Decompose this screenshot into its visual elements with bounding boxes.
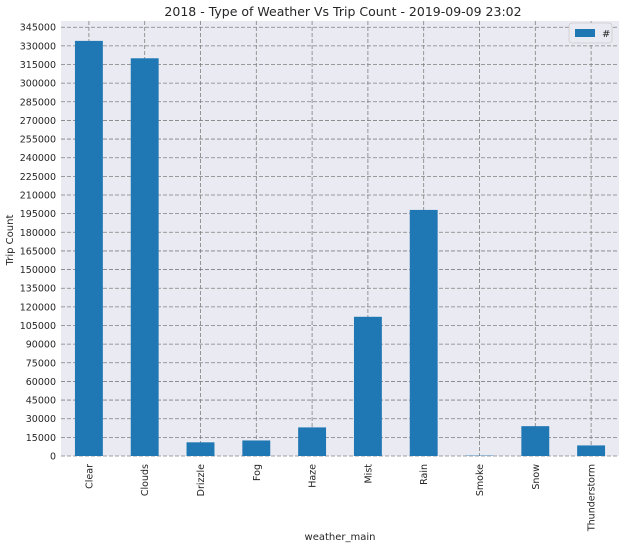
y-tick-label: 270000 xyxy=(20,116,56,127)
y-axis-label: Trip Count xyxy=(5,215,16,267)
y-tick-label: 330000 xyxy=(20,41,56,52)
y-tick-label: 15000 xyxy=(26,433,56,444)
x-tick-label: Mist xyxy=(363,464,374,484)
y-tick-label: 225000 xyxy=(20,172,56,183)
bar-clear xyxy=(75,41,103,456)
x-tick-label: Drizzle xyxy=(196,464,207,496)
bar-clouds xyxy=(131,58,159,456)
chart-title: 2018 - Type of Weather Vs Trip Count - 2… xyxy=(164,4,521,19)
legend-label: # xyxy=(602,29,610,40)
bar-rain xyxy=(410,210,438,456)
y-tick-label: 195000 xyxy=(20,209,56,220)
y-tick-label: 0 xyxy=(50,452,56,463)
x-tick-label: Snow xyxy=(531,464,542,490)
y-tick-label: 240000 xyxy=(20,153,56,164)
y-tick-label: 120000 xyxy=(20,302,56,313)
x-tick-label: Clouds xyxy=(140,464,151,496)
bar-thunderstorm xyxy=(577,445,605,456)
y-tick-label: 30000 xyxy=(26,414,56,425)
x-tick-label: Thunderstorm xyxy=(587,464,598,532)
x-tick-label: Smoke xyxy=(475,464,486,496)
legend-swatch xyxy=(575,29,595,37)
y-axis-ticks: 0 15000 30000 45000 60000 75000 90000 105000 120… xyxy=(20,23,56,463)
y-tick-label: 135000 xyxy=(20,284,56,295)
legend: # xyxy=(569,23,612,43)
x-tick-label: Rain xyxy=(419,464,430,485)
y-tick-label: 150000 xyxy=(20,265,56,276)
y-tick-label: 315000 xyxy=(20,60,56,71)
y-tick-label: 255000 xyxy=(20,135,56,146)
x-tick-label: Clear xyxy=(84,464,95,489)
x-tick-label: Fog xyxy=(252,464,263,481)
y-tick-label: 165000 xyxy=(20,246,56,257)
y-tick-label: 300000 xyxy=(20,79,56,90)
bar-drizzle xyxy=(187,442,215,456)
bar-snow xyxy=(521,426,549,456)
bar-mist xyxy=(354,317,382,456)
y-tick-label: 180000 xyxy=(20,228,56,239)
bar-fog xyxy=(242,440,270,456)
y-tick-label: 75000 xyxy=(26,358,56,369)
y-tick-label: 45000 xyxy=(26,396,56,407)
y-tick-label: 210000 xyxy=(20,191,56,202)
y-tick-label: 90000 xyxy=(26,340,56,351)
x-tick-label: Haze xyxy=(308,464,319,488)
x-axis-ticks: Clear Clouds Drizzle Fog Haze Mist Rain Smoke Sn… xyxy=(84,464,597,532)
y-tick-label: 345000 xyxy=(20,23,56,34)
y-tick-label: 105000 xyxy=(20,321,56,332)
x-axis-label: weather_main xyxy=(305,532,376,543)
y-tick-label: 60000 xyxy=(26,377,56,388)
bar-haze xyxy=(298,427,326,456)
y-tick-label: 285000 xyxy=(20,97,56,108)
